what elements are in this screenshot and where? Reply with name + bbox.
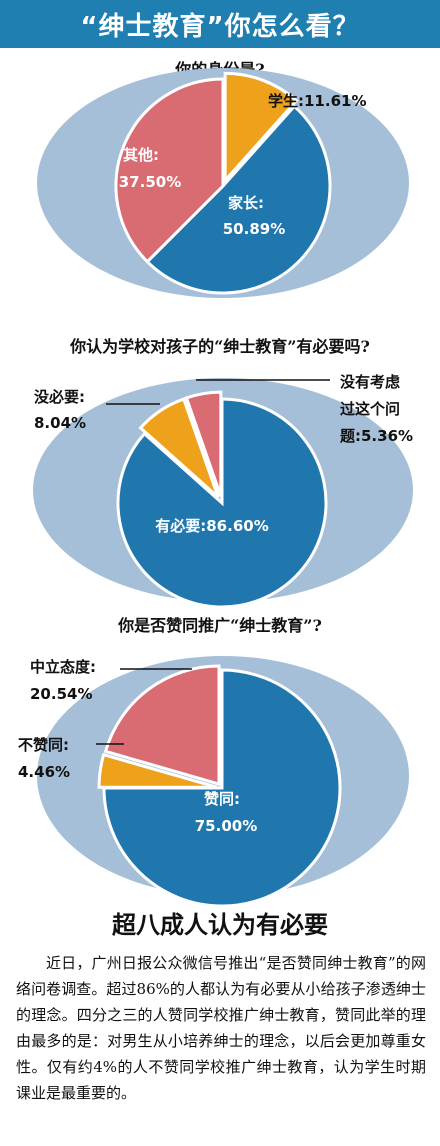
label-student: 学生:11.61% — [268, 92, 366, 110]
label-unnecessary-name: 没必要: — [34, 388, 85, 406]
chart-3-slices — [97, 664, 342, 905]
label-neutral-name: 中立态度: — [30, 658, 96, 676]
label-disagree-name: 不赞同: — [18, 736, 69, 754]
label-parent-name: 家长: — [228, 194, 264, 212]
label-other-name: 其他: — [123, 146, 159, 164]
label-notconsidered-2: 过这个问 — [340, 400, 400, 418]
chart-2-svg: 没必要: 8.04% 没有考虑 过这个问 题:5.36% 有必要:86.60% — [33, 373, 413, 609]
page-title: “绅士教育”你怎么看？ — [80, 11, 360, 42]
pie-slice-2 — [184, 390, 223, 497]
label-notconsidered-1: 没有考虑 — [340, 373, 400, 391]
chart-1-slices — [114, 71, 332, 295]
pie-slice-0 — [116, 397, 328, 609]
pie-slice-1 — [138, 397, 220, 499]
article-body: 近日，广州日报公众微信号推出“是否赞同绅士教育”的网络问卷调查。超过86%的人都… — [16, 954, 426, 1102]
page-title-banner: “绅士教育”你怎么看？ — [0, 0, 440, 48]
chart-1-svg: 学生:11.61% 家长: 50.89% 其他: 37.50% — [37, 68, 409, 298]
chart-3-svg: 中立态度: 20.54% 不赞同: 4.46% 赞同: 75.00% — [18, 656, 409, 905]
label-disagree-value: 4.46% — [18, 763, 70, 781]
label-agree-name: 赞同: — [203, 790, 240, 808]
label-agree-value: 75.00% — [195, 817, 257, 835]
label-necessary: 有必要:86.60% — [155, 517, 268, 535]
label-notconsidered-3: 题:5.36% — [340, 427, 413, 445]
label-parent-value: 50.89% — [223, 220, 285, 238]
chart-2-title: 你认为学校对孩子的“绅士教育”有必要吗? — [70, 337, 370, 356]
label-unnecessary-value: 8.04% — [34, 414, 86, 432]
chart-2-slices — [116, 390, 328, 609]
pie-slice-0 — [102, 668, 342, 905]
pie-slice-0 — [223, 71, 299, 185]
conclusion-headline: 超八成人认为有必要 — [112, 911, 328, 939]
label-neutral-value: 20.54% — [30, 685, 92, 703]
pie-slice-1 — [145, 104, 332, 295]
label-other-value: 37.50% — [119, 173, 181, 191]
pie-slice-2 — [114, 77, 225, 264]
pie-slice-1 — [97, 752, 218, 789]
pie-slice-2 — [103, 664, 221, 786]
chart-3-title: 你是否赞同推广“绅士教育”? — [118, 616, 322, 635]
